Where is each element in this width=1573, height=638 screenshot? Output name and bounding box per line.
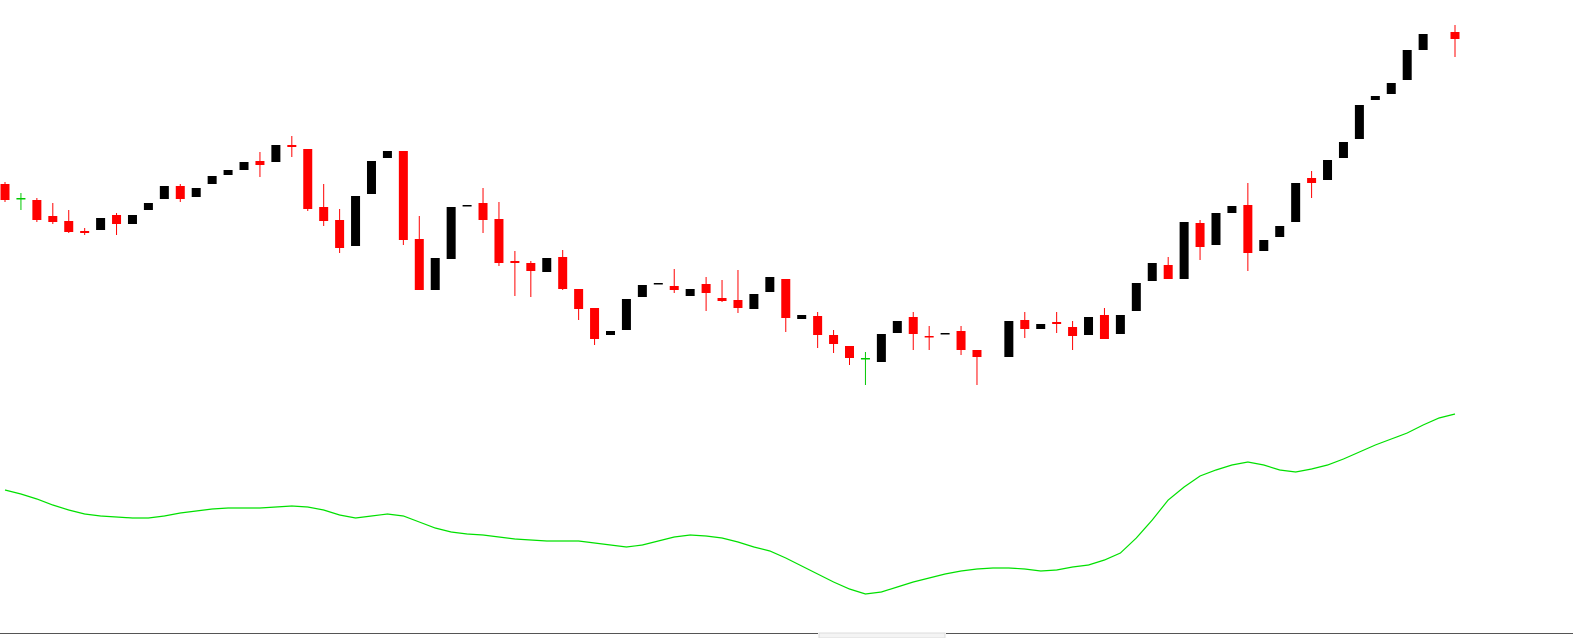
candle-body (446, 207, 456, 259)
candle-body (1386, 83, 1396, 94)
candle-body (1259, 240, 1269, 251)
candle-body (1450, 32, 1460, 39)
candle-body (542, 258, 552, 272)
candle-body (64, 221, 74, 232)
candle-body (621, 299, 631, 330)
candle-body (414, 239, 424, 290)
candle-body (717, 298, 727, 301)
candle-body (908, 317, 918, 334)
candle-body (813, 316, 823, 335)
candle-body (669, 286, 679, 290)
candle-body (1307, 178, 1317, 183)
candle-body (1275, 226, 1285, 237)
candle-body (398, 151, 408, 240)
candle-body (1115, 315, 1125, 334)
candle-body (781, 279, 791, 318)
candle-body (1354, 105, 1364, 139)
candle-body (494, 219, 504, 263)
candle-body (1084, 317, 1094, 335)
candle-body (1052, 322, 1062, 324)
candle-body (319, 207, 329, 221)
candle-body (765, 277, 775, 292)
candle-body (1163, 265, 1173, 279)
candle-body (207, 176, 217, 184)
candle-body (1004, 321, 1014, 357)
candle-body (351, 196, 361, 246)
candle-body (845, 346, 855, 358)
candle-body (287, 145, 297, 147)
candle-body (1068, 327, 1078, 336)
candle-body (239, 162, 249, 170)
candle-body (430, 258, 440, 290)
candle-body (574, 289, 584, 309)
candle-body (1227, 206, 1237, 213)
candle-body (32, 200, 42, 220)
candle-body (1036, 324, 1046, 329)
candle-body (924, 336, 934, 338)
candle-body (1402, 50, 1412, 80)
candle-body (255, 161, 265, 165)
candle-body (1370, 96, 1380, 100)
indicator-line (4, 413, 1456, 595)
candle-body (637, 285, 647, 297)
candle-body (860, 358, 870, 360)
candle-body (1418, 34, 1428, 50)
candle-body (1020, 320, 1030, 329)
candle-body (335, 220, 345, 248)
candle-body (590, 308, 600, 339)
scrollbar-thumb[interactable] (818, 632, 946, 638)
candle-body (1323, 160, 1333, 180)
candle-body (462, 205, 472, 207)
candle-body (510, 261, 520, 263)
candle-body (892, 321, 902, 333)
candle-body (96, 218, 106, 230)
candle-body (733, 300, 743, 308)
candle-body (478, 203, 488, 220)
plot-area (0, 25, 1460, 595)
candle-body (1131, 283, 1141, 311)
candle-body (701, 284, 711, 293)
candle-body (1179, 222, 1189, 279)
candle-body (366, 161, 376, 194)
candle-body (526, 263, 536, 271)
candle-body (605, 331, 615, 335)
candle-body (829, 335, 839, 344)
candle-body (16, 198, 26, 200)
candle-body (1243, 205, 1253, 253)
candle-body (159, 186, 169, 199)
candle-body (127, 215, 137, 224)
candle-body (1211, 213, 1221, 245)
candle-body (175, 186, 185, 199)
candle-body (48, 216, 58, 222)
candle-body (1338, 142, 1348, 158)
candle-body (80, 231, 90, 233)
candle-body (1195, 223, 1205, 247)
candle-body (940, 333, 950, 335)
candle-body (749, 294, 759, 309)
candle-body (0, 184, 10, 200)
candle-body (956, 331, 966, 350)
candle-body (271, 145, 281, 162)
candle-body (191, 188, 201, 197)
candle-body (382, 151, 392, 158)
candle-body (223, 170, 233, 175)
candle-body (558, 257, 568, 289)
candle-body (797, 315, 807, 319)
candle-body (972, 350, 982, 357)
candle-body (1099, 315, 1109, 339)
candle-body (653, 283, 663, 285)
candle-body (1147, 263, 1157, 281)
candle-body (112, 215, 122, 224)
candle-body (1291, 183, 1301, 222)
candle-body (303, 149, 313, 209)
candle-body (143, 203, 153, 210)
candle-body (876, 334, 886, 362)
candle-body (685, 289, 695, 296)
